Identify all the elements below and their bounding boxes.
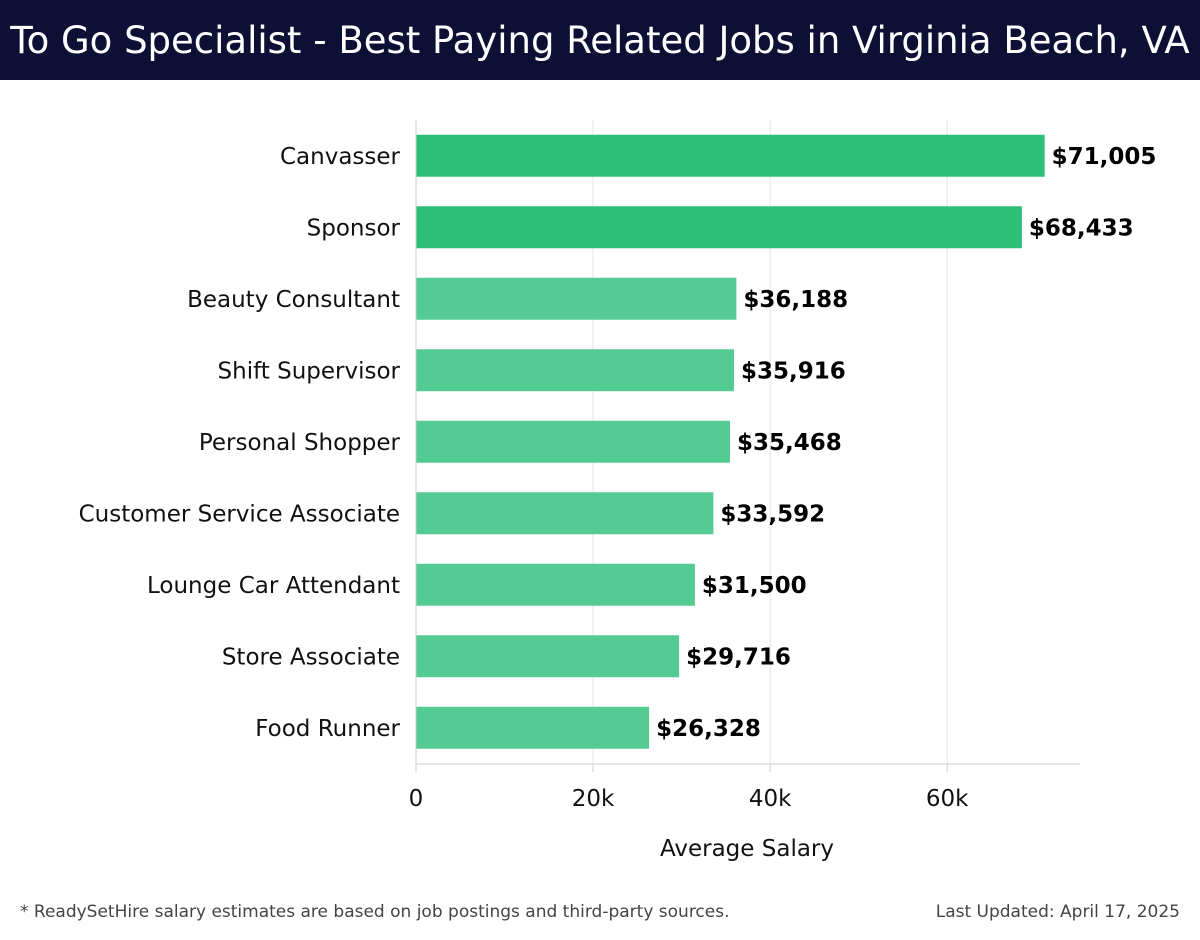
category-label: Personal Shopper bbox=[199, 430, 401, 456]
bar-personal-shopper bbox=[416, 420, 731, 463]
bar-shift-supervisor bbox=[416, 349, 734, 392]
category-label: Shift Supervisor bbox=[218, 358, 401, 384]
bar-beauty-consultant bbox=[416, 277, 737, 320]
value-label: $29,716 bbox=[686, 644, 791, 670]
value-label: $68,433 bbox=[1029, 215, 1134, 241]
value-label: $71,005 bbox=[1052, 144, 1157, 170]
category-label: Food Runner bbox=[255, 716, 400, 742]
category-label: Store Associate bbox=[222, 644, 400, 670]
x-tick-label: 0 bbox=[409, 786, 424, 812]
x-tick-label: 40k bbox=[749, 786, 792, 812]
value-label: $26,328 bbox=[656, 716, 761, 742]
category-label: Canvasser bbox=[280, 144, 401, 170]
title-bar: To Go Specialist - Best Paying Related J… bbox=[0, 0, 1200, 80]
bar-store-associate bbox=[416, 635, 680, 678]
bar-food-runner bbox=[416, 706, 650, 749]
category-label: Beauty Consultant bbox=[187, 287, 400, 313]
chart-title: To Go Specialist - Best Paying Related J… bbox=[10, 18, 1190, 62]
value-label: $31,500 bbox=[702, 573, 807, 599]
bars bbox=[416, 134, 1045, 749]
bar-lounge-car-attendant bbox=[416, 563, 695, 606]
footer-last-updated: Last Updated: April 17, 2025 bbox=[935, 902, 1180, 922]
category-label: Lounge Car Attendant bbox=[147, 573, 400, 599]
x-tick-label: 20k bbox=[572, 786, 615, 812]
value-label: $35,468 bbox=[737, 430, 842, 456]
axes bbox=[415, 120, 1080, 772]
value-label: $36,188 bbox=[743, 287, 848, 313]
value-label: $33,592 bbox=[720, 501, 825, 527]
bar-sponsor bbox=[416, 206, 1022, 249]
category-label: Sponsor bbox=[307, 215, 401, 241]
x-axis-title: Average Salary bbox=[660, 836, 834, 862]
labels: 0 20k 40k 60k Canvasser $71,005 Sponsor $68,433… bbox=[79, 144, 1157, 812]
footer-disclaimer: * ReadySetHire salary estimates are base… bbox=[20, 902, 730, 922]
value-label: $35,916 bbox=[741, 358, 846, 384]
x-tick-label: 60k bbox=[926, 786, 969, 812]
bar-canvasser bbox=[416, 134, 1045, 177]
bar-customer-service-associate bbox=[416, 492, 714, 535]
category-label: Customer Service Associate bbox=[79, 501, 400, 527]
